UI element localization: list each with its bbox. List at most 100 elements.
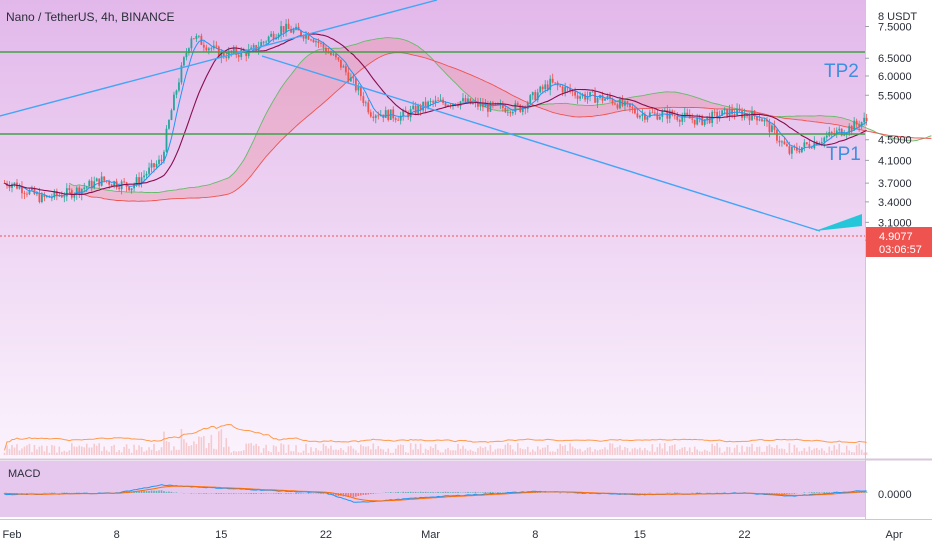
macd-histogram-bar: [472, 492, 474, 493]
price-axis-tick: 6.5000: [878, 53, 912, 65]
volume-bar: [582, 452, 584, 455]
volume-bar: [250, 443, 252, 455]
price-axis-tick: 3.4000: [878, 197, 912, 209]
volume-bar: [208, 443, 210, 455]
candle-body: [764, 120, 766, 121]
price-axis-tick: 7.5000: [878, 22, 912, 34]
volume-bar: [709, 452, 711, 455]
volume-bar: [841, 452, 843, 455]
candle-body: [178, 82, 180, 90]
macd-histogram-bar: [455, 492, 457, 493]
macd-histogram-bar: [153, 491, 155, 493]
macd-histogram-bar: [480, 492, 482, 493]
macd-histogram-bar: [814, 492, 816, 493]
macd-histogram-bar: [487, 492, 489, 493]
candle-body: [14, 183, 16, 184]
volume-bar: [584, 450, 586, 455]
candle-body: [138, 177, 140, 183]
volume-bar: [567, 451, 569, 455]
macd-histogram-bar: [828, 492, 830, 493]
volume-bar: [729, 447, 731, 455]
candle-body: [340, 60, 342, 68]
macd-histogram-bar: [211, 493, 213, 494]
volume-bar: [711, 444, 713, 455]
volume-bar: [440, 452, 442, 455]
volume-bar: [235, 452, 237, 455]
volume-bar: [809, 447, 811, 455]
volume-bar: [258, 446, 260, 455]
volume-bar: [652, 444, 654, 455]
volume-bar: [123, 447, 125, 455]
volume-bar: [853, 452, 855, 455]
candle-body: [584, 94, 586, 99]
candle-body: [432, 101, 434, 102]
volume-bar: [472, 451, 474, 455]
volume-bar: [275, 446, 277, 455]
price-axis-tick: 5.5000: [878, 90, 912, 102]
macd-label[interactable]: MACD: [8, 468, 40, 480]
macd-histogram-bar: [786, 493, 788, 494]
candle-body: [41, 194, 43, 202]
volume-bar: [93, 444, 95, 455]
candle-body: [68, 188, 70, 190]
volume-bar: [78, 446, 80, 455]
candle-body: [360, 87, 362, 96]
candle-body: [76, 188, 78, 195]
candle-body: [66, 188, 68, 196]
volume-bar: [662, 449, 664, 455]
volume-bar: [335, 450, 337, 455]
volume-bar: [537, 446, 539, 455]
macd-histogram-bar: [415, 492, 417, 493]
volume-bar: [255, 444, 257, 455]
macd-histogram-bar: [290, 493, 292, 494]
candle-body: [131, 188, 133, 190]
volume-bar: [36, 449, 38, 455]
volume-bar: [814, 449, 816, 455]
macd-histogram-bar: [497, 492, 499, 493]
time-axis-tick: 22: [738, 529, 750, 541]
macd-histogram-bar: [161, 490, 163, 493]
price-axis[interactable]: 7.50006.50006.00005.50004.50004.10003.70…: [865, 22, 912, 248]
macd-histogram-bar: [465, 492, 467, 493]
volume-bar: [410, 443, 412, 455]
macd-histogram-bar: [370, 493, 372, 494]
candle-body: [691, 119, 693, 120]
macd-histogram-bar: [435, 492, 437, 493]
volume-bar: [485, 447, 487, 455]
volume-bar: [427, 450, 429, 455]
volume-bar: [457, 444, 459, 455]
volume-bar: [617, 447, 619, 455]
volume-bar: [823, 451, 825, 455]
macd-histogram-bar: [216, 493, 218, 494]
volume-bar: [66, 452, 68, 455]
volume-bar: [579, 449, 581, 455]
volume-bar: [492, 452, 494, 455]
volume-bar: [826, 453, 828, 455]
macd-histogram-bar: [500, 492, 502, 493]
candle-body: [507, 112, 509, 113]
volume-bar: [465, 449, 467, 455]
volume-bar: [557, 449, 559, 455]
macd-histogram-bar: [794, 493, 796, 494]
volume-bar: [721, 453, 723, 455]
candle-body: [843, 135, 845, 136]
candle-body: [146, 174, 148, 176]
volume-bar: [642, 450, 644, 455]
volume-bar: [382, 450, 384, 455]
volume-bar: [866, 452, 868, 455]
candle-body: [542, 87, 544, 90]
volume-bar: [44, 451, 46, 455]
volume-bar: [133, 445, 135, 455]
volume-bar: [684, 447, 686, 455]
candle-body: [347, 72, 349, 81]
volume-bar: [534, 451, 536, 455]
symbol-title[interactable]: Nano / TetherUS, 4h, BINANCE: [6, 10, 175, 24]
candle-body: [656, 113, 658, 120]
macd-histogram-bar: [791, 493, 793, 494]
volume-bar: [816, 448, 818, 455]
volume-bar: [744, 452, 746, 455]
candle-body: [784, 141, 786, 144]
volume-bar: [158, 450, 160, 455]
